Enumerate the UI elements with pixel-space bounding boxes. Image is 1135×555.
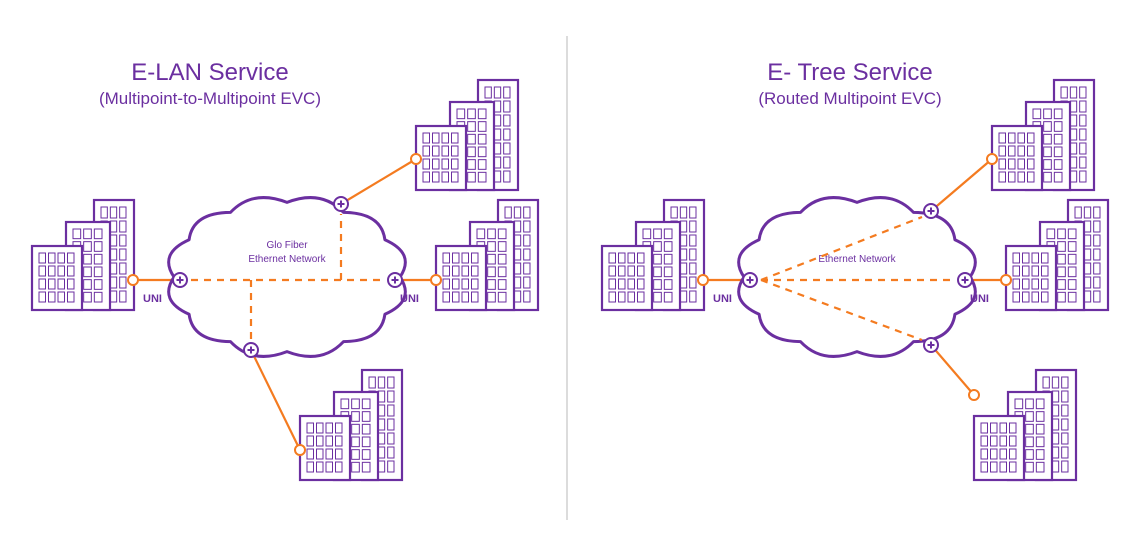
endpoint-dot — [698, 275, 708, 285]
building-cluster — [416, 80, 518, 190]
cloud-group: Glo Fiber Ethernet Network — [169, 198, 406, 357]
building-cluster — [300, 370, 402, 480]
left-title: E-LAN Service — [131, 59, 288, 86]
building-cluster — [974, 370, 1076, 480]
cloud-label-1: Glo Fiber — [266, 240, 308, 251]
endpoint-dot — [987, 154, 997, 164]
building-cluster — [32, 200, 134, 310]
diagram-canvas: E-LAN Service (Multipoint-to-Multipoint E… — [0, 0, 1135, 555]
cloud-group: Ethernet Network — [739, 198, 976, 357]
right-title: E- Tree Service — [767, 59, 932, 86]
solid-link — [931, 345, 974, 395]
building-cluster — [1006, 200, 1108, 310]
left-panel: E-LAN Service (Multipoint-to-Multipoint E… — [32, 59, 538, 480]
uni-label: UNI — [713, 293, 732, 305]
building-cluster — [992, 80, 1094, 190]
endpoint-dot — [431, 275, 441, 285]
endpoint-dot — [1001, 275, 1011, 285]
solid-link — [341, 159, 416, 204]
cloud — [169, 198, 406, 357]
right-subtitle: (Routed Multipoint EVC) — [758, 89, 941, 108]
solid-link — [931, 159, 992, 211]
endpoint-dot — [128, 275, 138, 285]
uni-label: UNI — [400, 293, 419, 305]
uni-label: UNI — [970, 293, 989, 305]
left-subtitle: (Multipoint-to-Multipoint EVC) — [99, 89, 321, 108]
cloud — [739, 198, 976, 357]
cloud-label-2: Ethernet Network — [818, 254, 896, 265]
endpoint-dot — [295, 445, 305, 455]
building-cluster — [436, 200, 538, 310]
cloud-label-2: Ethernet Network — [248, 254, 326, 265]
endpoint-dot — [969, 390, 979, 400]
solid-link — [251, 350, 300, 450]
endpoint-dot — [411, 154, 421, 164]
right-panel: E- Tree Service (Routed Multipoint EVC) Et… — [602, 59, 1108, 480]
uni-label: UNI — [143, 293, 162, 305]
building-cluster — [602, 200, 704, 310]
